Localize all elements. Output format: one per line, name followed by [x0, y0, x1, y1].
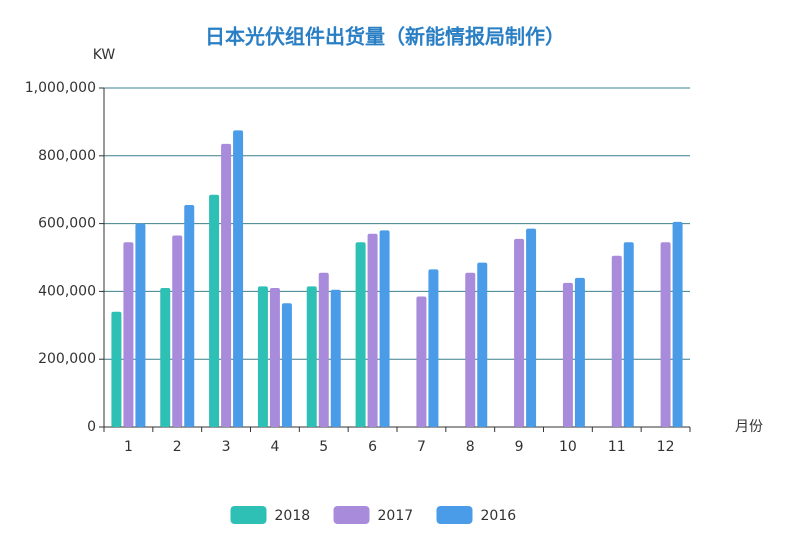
- bar: [123, 242, 134, 427]
- bar: [330, 289, 341, 427]
- y-axis-label: KW: [93, 47, 116, 63]
- bar: [623, 242, 634, 427]
- x-tick-label: 5: [319, 439, 328, 455]
- bar: [221, 143, 232, 427]
- bar: [233, 130, 244, 427]
- x-tick-label: 11: [608, 439, 626, 455]
- x-axis-label: 月份: [735, 419, 763, 435]
- legend-swatch: [436, 506, 473, 524]
- legend-label: 2018: [275, 508, 311, 524]
- bar: [574, 277, 585, 427]
- bar: [269, 288, 280, 427]
- bar: [477, 262, 488, 427]
- x-tick-label: 8: [466, 439, 475, 455]
- x-tick-label: 9: [515, 439, 524, 455]
- bar: [660, 242, 671, 427]
- x-tick-label: 10: [559, 439, 577, 455]
- bar: [318, 272, 329, 427]
- bar: [172, 235, 183, 427]
- bar: [209, 194, 220, 427]
- bar: [367, 233, 378, 427]
- x-tick-label: 6: [368, 439, 377, 455]
- legend-label: 2017: [378, 508, 414, 524]
- legend-swatch: [333, 506, 370, 524]
- y-tick-label: 400,000: [38, 283, 96, 299]
- bar: [379, 230, 390, 427]
- bar: [184, 204, 195, 427]
- x-tick-label: 12: [657, 439, 675, 455]
- x-tick-label: 3: [222, 439, 231, 455]
- legend-swatch: [230, 506, 267, 524]
- x-tick-label: 4: [270, 439, 279, 455]
- bar: [111, 311, 122, 427]
- bar: [514, 238, 525, 427]
- bar: [306, 286, 317, 427]
- bar: [355, 242, 366, 427]
- legend-label: 2016: [481, 508, 517, 524]
- x-tick-label: 7: [417, 439, 426, 455]
- bar: [160, 288, 171, 427]
- y-tick-label: 1,000,000: [25, 80, 96, 96]
- y-tick-label: 200,000: [38, 351, 96, 367]
- bar: [562, 282, 573, 427]
- x-tick-label: 2: [173, 439, 182, 455]
- bar: [281, 303, 292, 427]
- y-tick-label: 800,000: [38, 148, 96, 164]
- bar: [672, 221, 683, 427]
- bar: [135, 223, 146, 427]
- chart-title: 日本光伏组件出货量（新能情报局制作）: [205, 25, 565, 49]
- bar: [465, 272, 476, 427]
- bar: [611, 255, 622, 427]
- bar: [526, 228, 537, 427]
- y-tick-label: 600,000: [38, 216, 96, 232]
- y-tick-label: 0: [87, 419, 96, 435]
- bar: [428, 269, 439, 427]
- x-tick-label: 1: [124, 439, 133, 455]
- bar: [416, 296, 427, 427]
- bar: [257, 286, 268, 427]
